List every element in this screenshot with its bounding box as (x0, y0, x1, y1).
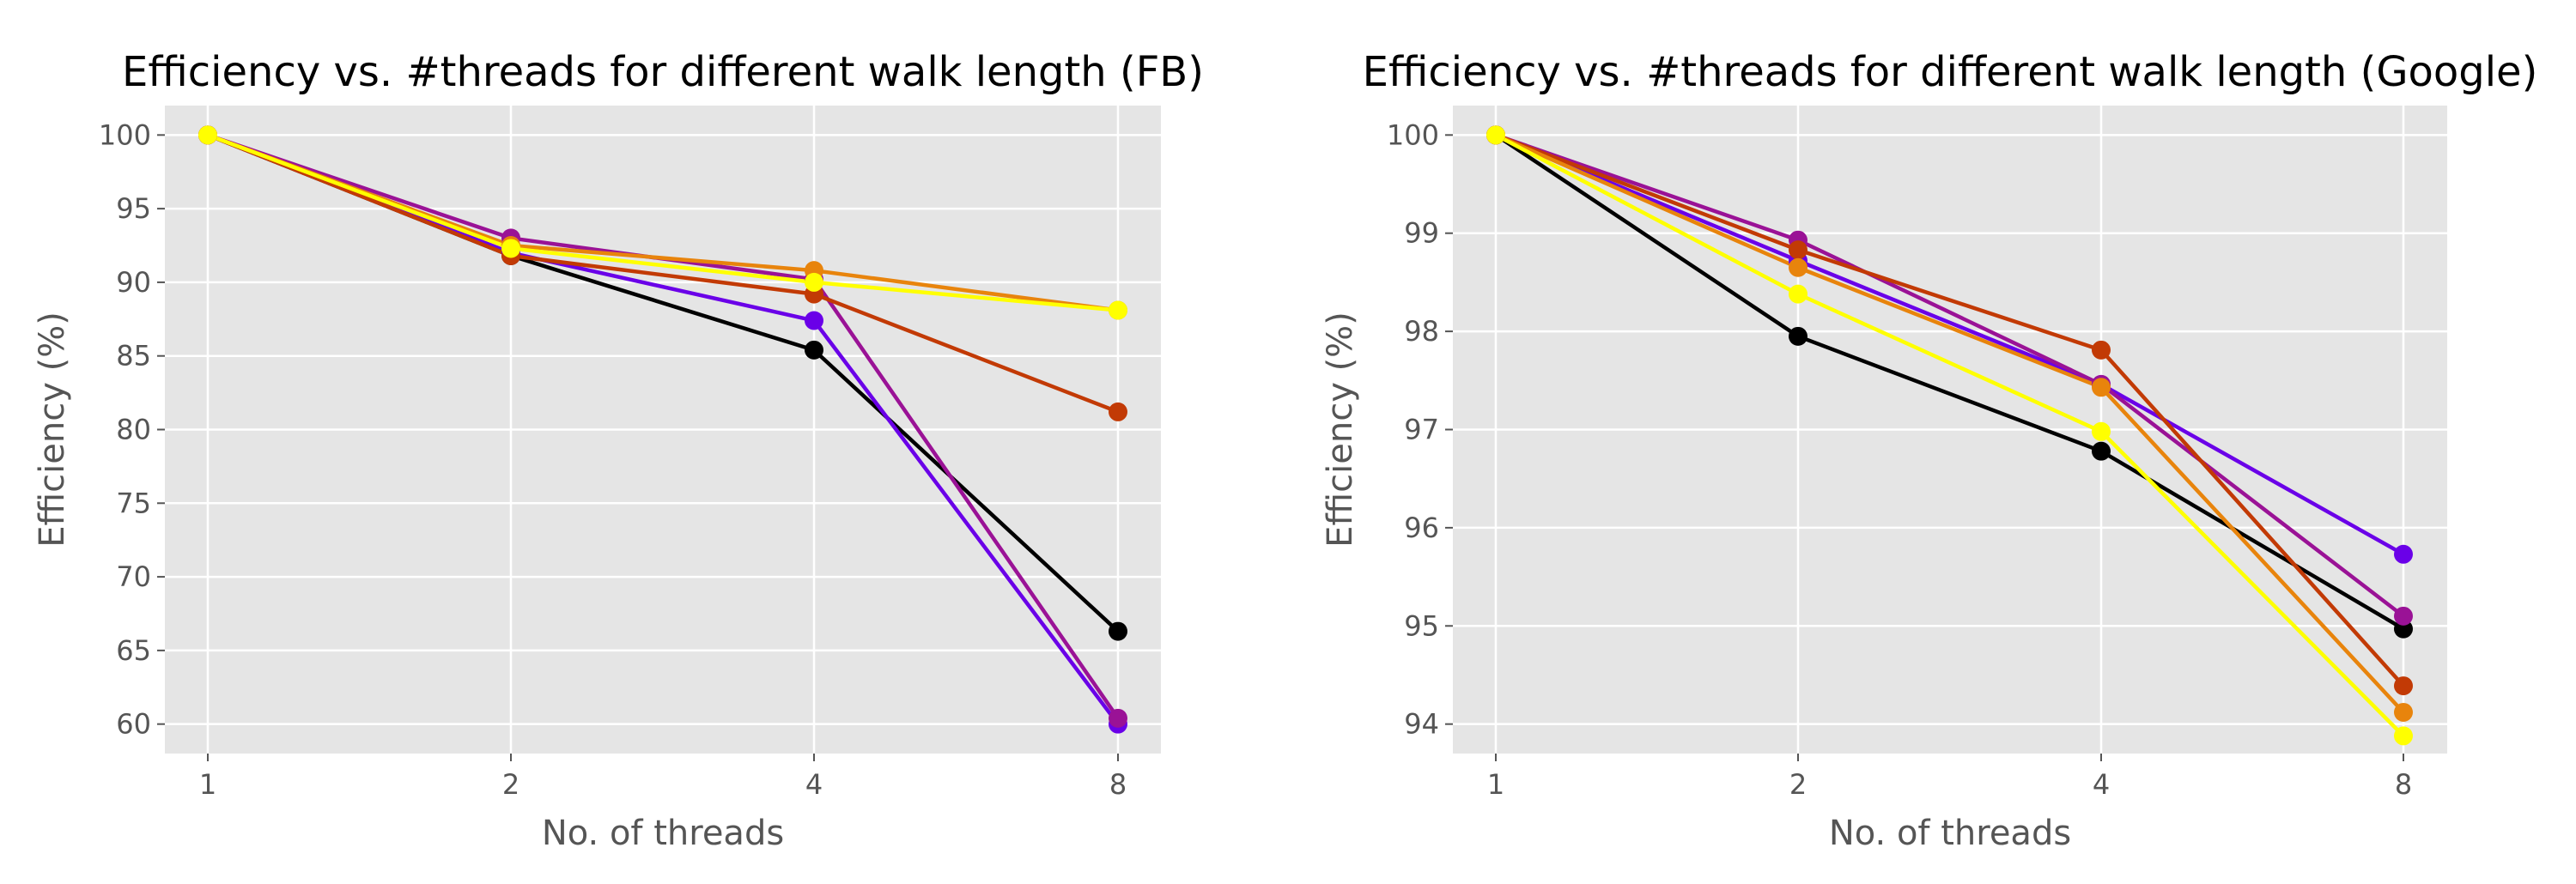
series-line (1495, 133, 2405, 618)
x-tick-label: 8 (2395, 768, 2412, 801)
data-point (2092, 378, 2111, 397)
y-tick-label: 65 (116, 634, 151, 667)
x-tick-label: 2 (502, 768, 519, 801)
y-tick-label: 70 (116, 560, 151, 593)
series-line (1495, 133, 2405, 687)
data-point (1789, 257, 1807, 277)
y-tick-label: 85 (116, 340, 151, 372)
data-point (2394, 702, 2413, 722)
data-point (1789, 326, 1807, 346)
x-axis-label: No. of threads (542, 814, 784, 853)
data-point (805, 340, 823, 360)
y-tick-label: 94 (1404, 708, 1439, 741)
data-point (198, 125, 217, 145)
series-line (1494, 133, 2405, 631)
data-point (2394, 606, 2413, 626)
y-tick-label: 98 (1404, 315, 1439, 348)
series-line (207, 133, 1119, 415)
y-tick-label: 100 (1387, 118, 1439, 151)
y-tick-label: 100 (99, 118, 151, 151)
y-tick-label: 75 (116, 487, 151, 519)
y-tick-label: 99 (1404, 217, 1439, 250)
data-point (2092, 421, 2111, 441)
x-axis-label: No. of threads (1829, 814, 2071, 853)
series-line (207, 133, 1119, 312)
x-tick-label: 1 (1487, 768, 1504, 801)
data-point (1109, 402, 1127, 421)
y-axis-label: Efficiency (%) (33, 312, 72, 548)
chart-title: Efficiency vs. #threads for different wa… (1363, 48, 2538, 96)
chart-panel-google: 94 95 96 97 98 99 100 1 2 4 8 Efficiency vs. #threa… (1321, 48, 2537, 853)
data-point (1486, 125, 1505, 145)
x-tick-label: 4 (805, 768, 823, 801)
data-point (2394, 726, 2413, 746)
data-point (2092, 340, 2111, 360)
y-tick-label: 96 (1404, 512, 1439, 544)
data-point (1789, 284, 1807, 304)
chart-title: Efficiency vs. #threads for different wa… (122, 48, 1204, 96)
data-point (2394, 676, 2413, 696)
data-point (1109, 708, 1127, 728)
x-tick-label: 1 (199, 768, 216, 801)
data-point (1109, 300, 1127, 320)
y-tick-label: 60 (116, 708, 151, 741)
y-tick-label: 95 (1404, 609, 1439, 642)
data-point (805, 311, 823, 330)
series-line (1494, 133, 2405, 737)
x-tick-label: 4 (2093, 768, 2110, 801)
data-point (805, 272, 823, 292)
data-point (2394, 544, 2413, 564)
series-line (1495, 133, 2405, 556)
x-tick-label: 8 (1109, 768, 1127, 801)
y-axis-label: Efficiency (%) (1321, 312, 1360, 548)
series-line (1495, 133, 2405, 714)
y-tick-label: 97 (1404, 414, 1439, 446)
y-tick-label: 80 (116, 414, 151, 446)
x-tick-label: 2 (1789, 768, 1807, 801)
y-tick-label: 95 (116, 192, 151, 225)
data-point (501, 239, 520, 258)
y-tick-label: 90 (116, 266, 151, 299)
chart-panel-fb: 60 65 70 75 80 85 90 95 100 1 2 4 8 Efficiency vs. #t… (33, 48, 1204, 853)
data-point (1789, 240, 1807, 260)
data-point (1109, 621, 1127, 641)
data-point (2092, 441, 2111, 461)
